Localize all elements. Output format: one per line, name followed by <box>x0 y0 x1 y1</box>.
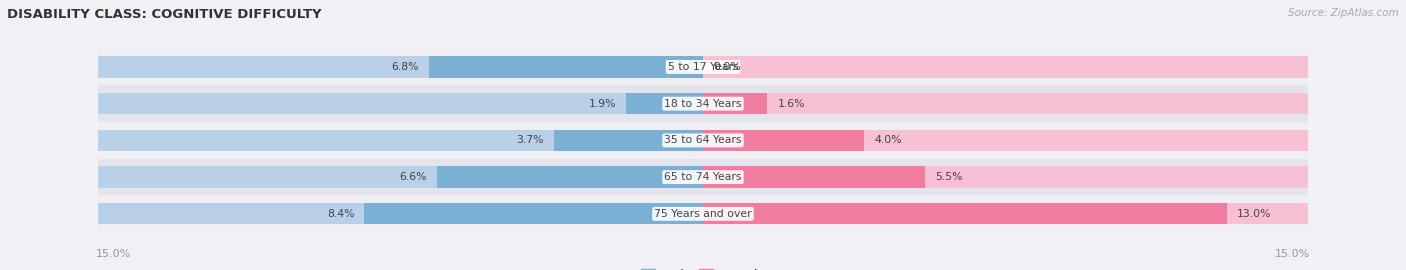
Bar <box>703 93 768 114</box>
Bar <box>429 56 703 77</box>
Bar <box>98 195 1308 232</box>
Bar <box>703 56 1308 77</box>
Bar <box>98 203 703 224</box>
Bar <box>703 93 1308 114</box>
Text: DISABILITY CLASS: COGNITIVE DIFFICULTY: DISABILITY CLASS: COGNITIVE DIFFICULTY <box>7 8 322 21</box>
Bar <box>627 93 703 114</box>
Text: Source: ZipAtlas.com: Source: ZipAtlas.com <box>1288 8 1399 18</box>
Bar <box>98 85 1308 122</box>
Text: 6.8%: 6.8% <box>391 62 419 72</box>
Text: 65 to 74 Years: 65 to 74 Years <box>664 172 742 182</box>
Bar <box>703 167 1308 188</box>
Bar <box>703 130 865 151</box>
Text: 4.0%: 4.0% <box>875 135 901 146</box>
Text: 75 Years and over: 75 Years and over <box>654 209 752 219</box>
Text: 15.0%: 15.0% <box>96 249 131 259</box>
Text: 1.9%: 1.9% <box>589 99 616 109</box>
Bar <box>703 167 925 188</box>
Bar <box>98 122 1308 159</box>
Text: 8.4%: 8.4% <box>326 209 354 219</box>
Text: 1.6%: 1.6% <box>778 99 806 109</box>
Bar <box>703 130 1308 151</box>
Bar <box>98 167 703 188</box>
Bar <box>98 130 703 151</box>
Bar <box>554 130 703 151</box>
Text: 3.7%: 3.7% <box>516 135 544 146</box>
Bar <box>98 159 1308 195</box>
Text: 5.5%: 5.5% <box>935 172 962 182</box>
Text: 0.0%: 0.0% <box>713 62 741 72</box>
Bar <box>364 203 703 224</box>
Bar <box>98 93 703 114</box>
Bar <box>703 203 1227 224</box>
Text: 5 to 17 Years: 5 to 17 Years <box>668 62 738 72</box>
Text: 35 to 64 Years: 35 to 64 Years <box>664 135 742 146</box>
Text: 13.0%: 13.0% <box>1237 209 1271 219</box>
Text: 18 to 34 Years: 18 to 34 Years <box>664 99 742 109</box>
Bar <box>98 49 1308 85</box>
Bar <box>703 203 1308 224</box>
Bar <box>98 56 703 77</box>
Bar <box>437 167 703 188</box>
Text: 15.0%: 15.0% <box>1275 249 1310 259</box>
Legend: Male, Female: Male, Female <box>637 265 769 270</box>
Text: 6.6%: 6.6% <box>399 172 427 182</box>
